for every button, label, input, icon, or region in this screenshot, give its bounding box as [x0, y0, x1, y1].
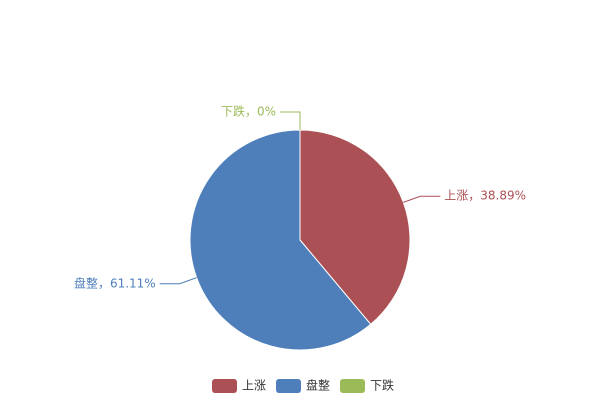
legend-swatch	[340, 379, 365, 393]
legend-label: 上涨	[242, 378, 266, 393]
pie-slice	[189, 129, 372, 351]
data-label: 上涨，38.89%	[444, 188, 526, 203]
legend-swatch	[276, 379, 301, 393]
data-label: 下跌，0%	[221, 104, 276, 119]
label-line	[280, 111, 301, 130]
legend-swatch	[212, 379, 237, 393]
data-label: 盘整，61.11%	[74, 275, 156, 290]
label-line	[159, 277, 197, 285]
pie-slice	[299, 129, 411, 325]
legend-label: 盘整	[306, 378, 330, 393]
label-line	[403, 195, 441, 203]
legend-label: 下跌	[370, 378, 394, 393]
